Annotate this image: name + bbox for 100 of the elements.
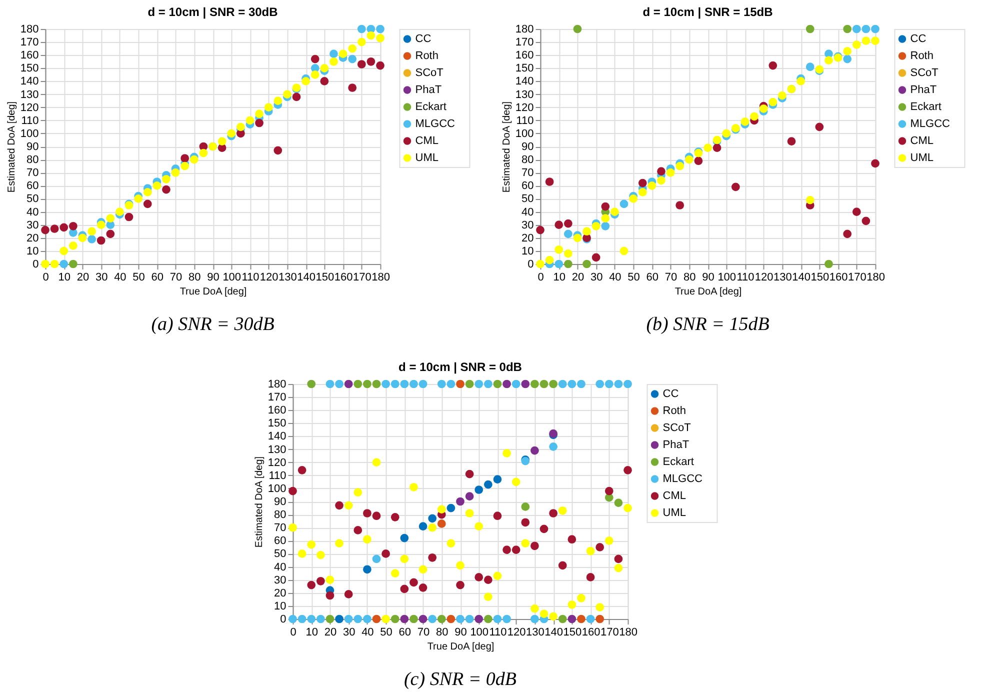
x-tick-label: 160 <box>334 272 353 284</box>
point <box>335 501 344 510</box>
point <box>456 580 464 590</box>
point <box>446 380 456 388</box>
x-tick-label: 10 <box>553 272 566 284</box>
x-tick-label: 0 <box>42 272 49 284</box>
point <box>530 604 539 613</box>
legend-label: Roth <box>662 405 686 417</box>
point <box>843 54 852 64</box>
x-tick-label: 160 <box>829 272 848 284</box>
legend-label: PhaT <box>662 439 690 451</box>
point <box>759 104 768 113</box>
point <box>418 380 428 388</box>
point <box>530 614 539 624</box>
y-tick-label: 70 <box>274 522 286 534</box>
y-tick-label: 180 <box>268 378 286 390</box>
point <box>143 200 152 208</box>
x-tick-label: 0 <box>290 626 296 638</box>
point <box>363 509 372 518</box>
point <box>456 380 464 388</box>
point <box>843 24 852 34</box>
legend-label: SCoT <box>415 67 444 79</box>
legend-label: PhaT <box>415 84 442 96</box>
y-tick-label: 110 <box>516 114 534 127</box>
point <box>493 475 502 484</box>
point <box>484 480 492 489</box>
point <box>96 236 106 245</box>
y-tick-label: 90 <box>26 141 39 153</box>
point <box>357 24 366 34</box>
y-tick-label: 140 <box>515 76 534 88</box>
point <box>344 590 353 598</box>
point <box>410 614 418 624</box>
x-tick-label: 90 <box>207 272 220 284</box>
point <box>604 536 614 545</box>
point <box>540 610 548 618</box>
point <box>390 569 400 578</box>
x-tick-label: 130 <box>774 272 792 284</box>
point <box>376 34 384 42</box>
x-tick-label: 90 <box>454 626 467 638</box>
point <box>871 159 880 168</box>
point <box>60 223 68 232</box>
point <box>564 230 572 238</box>
point <box>474 573 484 582</box>
x-tick-label: 20 <box>324 626 337 638</box>
x-tick-label: 160 <box>582 626 600 638</box>
point <box>348 44 357 53</box>
point <box>554 260 564 268</box>
x-tick-label: 20 <box>572 272 584 284</box>
point <box>614 554 623 564</box>
legend-label: Roth <box>910 50 934 62</box>
point <box>750 112 758 121</box>
y-tick-label: 90 <box>522 141 534 153</box>
point <box>372 380 381 388</box>
x-tick-label: 180 <box>372 272 390 284</box>
legend-label: CC <box>415 33 432 45</box>
point <box>806 62 814 72</box>
y-tick-label: 30 <box>522 219 534 232</box>
point <box>446 539 456 548</box>
point <box>354 526 362 534</box>
point <box>307 380 316 388</box>
point <box>474 380 484 388</box>
point <box>372 614 381 624</box>
y-tick-label: 10 <box>26 245 39 258</box>
y-axis-title: Estimated DoA [deg] <box>501 101 512 193</box>
y-tick-label: 20 <box>274 587 286 600</box>
point <box>787 137 796 146</box>
point <box>549 442 558 451</box>
y-tick-label: 40 <box>274 561 286 574</box>
point <box>582 227 591 236</box>
y-tick-label: 100 <box>515 128 534 140</box>
point <box>484 614 492 624</box>
y-tick-label: 50 <box>522 193 534 206</box>
point <box>601 222 610 230</box>
point <box>521 518 530 527</box>
x-tick-label: 140 <box>297 272 316 284</box>
y-tick-label: 170 <box>268 392 286 404</box>
y-tick-label: 160 <box>20 50 39 62</box>
legend-label: Eckart <box>662 456 694 468</box>
point <box>577 594 586 602</box>
point <box>446 504 456 512</box>
point <box>357 60 366 68</box>
point <box>676 162 684 170</box>
x-tick-label: 110 <box>736 272 754 284</box>
point <box>592 253 600 262</box>
point <box>768 98 778 106</box>
point <box>806 196 814 204</box>
point <box>604 380 614 388</box>
point <box>292 92 301 102</box>
legend-label: CML <box>910 135 934 147</box>
point <box>124 212 134 222</box>
point <box>326 614 334 624</box>
x-tick-label: 10 <box>58 272 70 284</box>
x-tick-label: 150 <box>810 272 830 284</box>
point <box>474 522 484 530</box>
point <box>624 504 632 512</box>
legend-label: UML <box>415 152 438 164</box>
point <box>568 614 576 624</box>
x-tick-label: 30 <box>342 626 356 638</box>
point <box>335 539 344 548</box>
point <box>283 90 292 98</box>
